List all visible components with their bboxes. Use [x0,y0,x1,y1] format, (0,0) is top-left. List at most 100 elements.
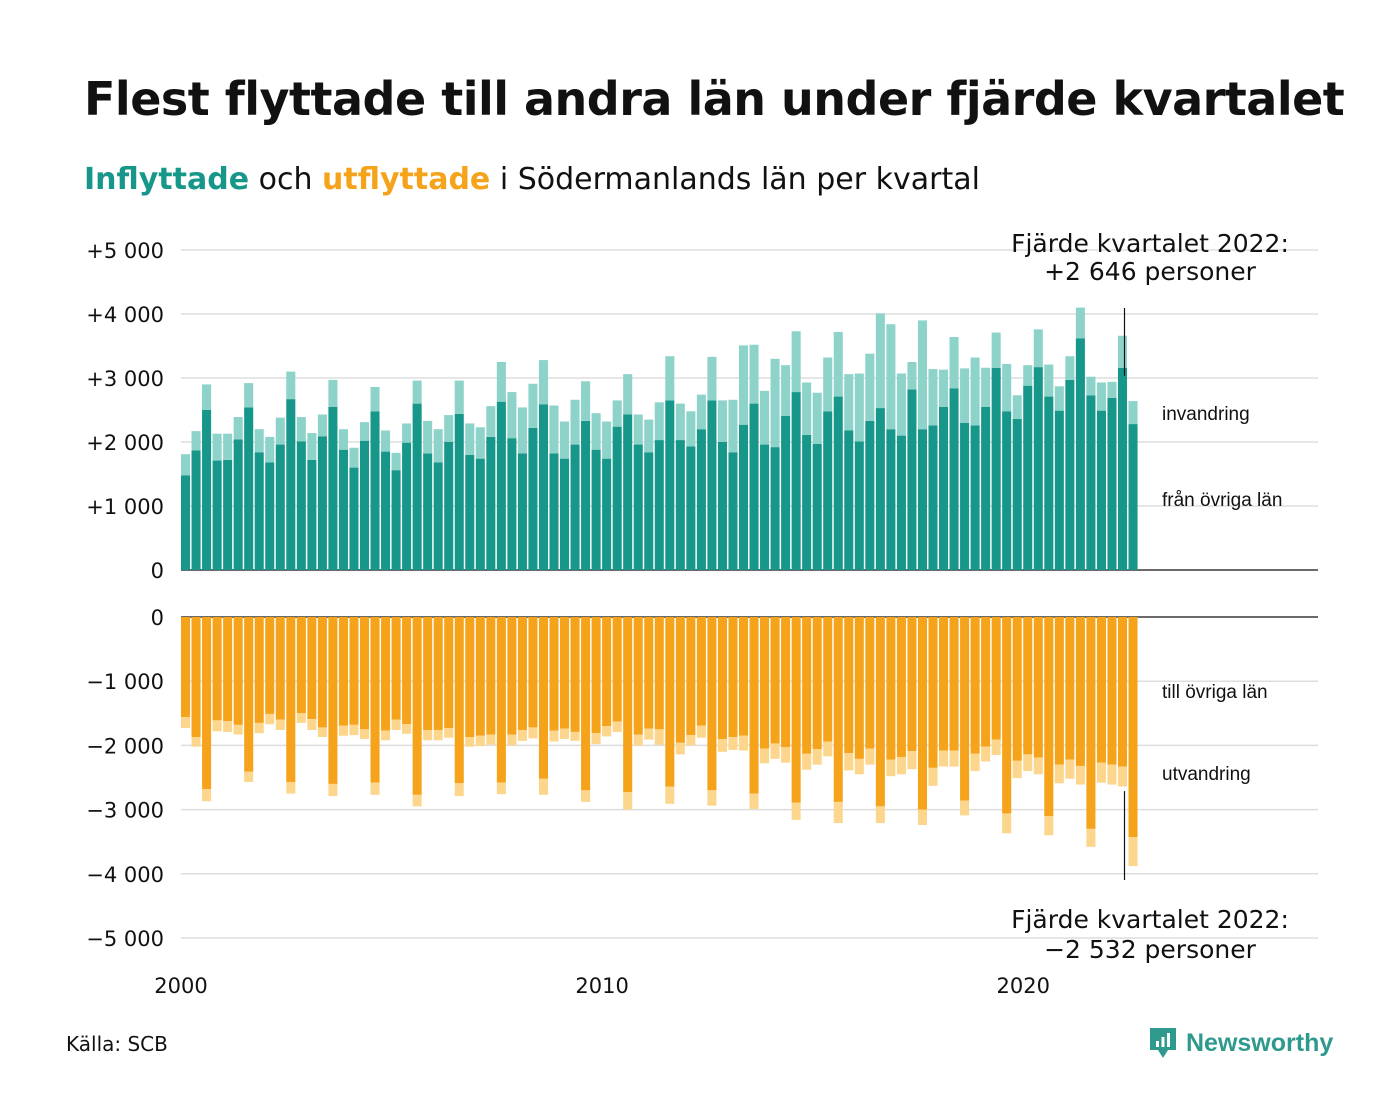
bottom-y-tick-label: −2 000 [86,734,164,758]
bar-immigration [412,380,422,404]
bar-from-other-counties [1065,379,1075,570]
bar-emigration [802,753,812,770]
bar-immigration [444,415,454,442]
bar-emigration [875,806,885,824]
bar-to-other-counties [286,617,296,782]
bar-to-other-counties [928,617,938,768]
bar-from-other-counties [665,400,675,570]
bar-from-other-counties [917,429,927,570]
bar-to-other-counties [1044,617,1054,817]
bar-immigration [296,417,306,442]
bar-emigration [1044,816,1054,836]
bar-from-other-counties [749,403,759,570]
bar-from-other-counties [202,410,212,570]
bar-from-other-counties [760,444,770,570]
bar-emigration [202,789,212,802]
bar-emigration [254,722,264,734]
bar-emigration [265,713,275,725]
bar-from-other-counties [896,435,906,570]
bar-to-other-counties [1002,617,1012,814]
bar-to-other-counties [349,617,359,725]
bar-emigration [433,729,443,741]
bar-from-other-counties [791,392,801,570]
bar-to-other-counties [770,617,780,744]
bar-to-other-counties [444,617,454,729]
bar-to-other-counties [465,617,475,738]
bar-to-other-counties [833,617,843,802]
bar-from-other-counties [233,439,243,570]
bar-immigration [1023,365,1033,386]
bar-immigration [233,417,243,440]
bar-immigration [633,414,643,445]
bar-to-other-counties [812,617,822,750]
bar-to-other-counties [939,617,949,751]
bar-emigration [675,742,685,755]
bar-to-other-counties [381,617,391,731]
bar-immigration [1054,386,1064,411]
bar-to-other-counties [1065,617,1075,760]
bar-immigration [854,373,864,442]
bar-to-other-counties [981,617,991,747]
bar-emigration [686,735,696,746]
bar-from-other-counties [349,467,359,570]
bar-from-other-counties [1107,397,1117,570]
bar-to-other-counties [317,617,327,728]
bar-from-other-counties [507,438,517,570]
bar-from-other-counties [581,420,591,570]
bar-emigration [865,748,875,765]
bar-immigration [402,423,412,443]
bar-emigration [696,725,706,738]
bar-emigration [181,717,191,729]
bar-immigration [654,402,664,441]
bar-emigration [728,737,738,750]
bar-to-other-counties [707,617,717,791]
bar-from-other-counties [496,401,506,570]
bar-immigration [496,362,506,402]
bar-immigration [591,413,601,450]
bar-immigration [1086,376,1096,396]
bar-immigration [707,356,717,401]
bar-immigration [181,454,191,476]
bar-from-other-counties [223,459,233,570]
bar-emigration [949,750,959,767]
bar-immigration [1107,381,1117,398]
bar-from-other-counties [307,459,317,570]
bar-to-other-counties [212,617,222,721]
bar-to-other-counties [496,617,506,783]
bar-to-other-counties [475,617,485,736]
bar-from-other-counties [570,444,580,570]
bar-emigration [581,790,591,802]
bar-immigration [475,427,485,459]
bar-emigration [1128,837,1138,867]
bar-emigration [349,724,359,736]
bar-to-other-counties [602,617,612,727]
bar-from-other-counties [939,406,949,570]
bar-from-other-counties [781,415,791,570]
bar-from-other-counties [728,452,738,570]
bar-from-other-counties [633,444,643,570]
bar-from-other-counties [854,441,864,570]
bar-emigration [960,800,970,816]
bar-from-other-counties [286,399,296,570]
bar-from-other-counties [454,413,464,570]
bar-emigration [1065,759,1075,779]
bar-emigration [275,719,285,730]
bar-emigration [486,734,496,745]
bar-from-other-counties [675,440,685,570]
bar-to-other-counties [1107,617,1117,765]
bar-to-other-counties [549,617,559,731]
bar-to-other-counties [1012,617,1022,761]
bar-immigration [191,431,201,451]
bar-emigration [1075,765,1085,785]
bar-immigration [644,419,654,453]
bar-immigration [212,433,222,461]
top-y-tick-label: +1 000 [86,495,164,519]
newsworthy-logo: Newsworthy [1148,1026,1333,1060]
bar-to-other-counties [338,617,348,726]
label-utvandring: utvandring [1162,764,1251,785]
bar-from-other-counties [1002,411,1012,570]
bar-immigration [202,384,212,410]
bar-emigration [991,739,1001,756]
bar-emigration [507,734,517,746]
bar-immigration [844,374,854,431]
